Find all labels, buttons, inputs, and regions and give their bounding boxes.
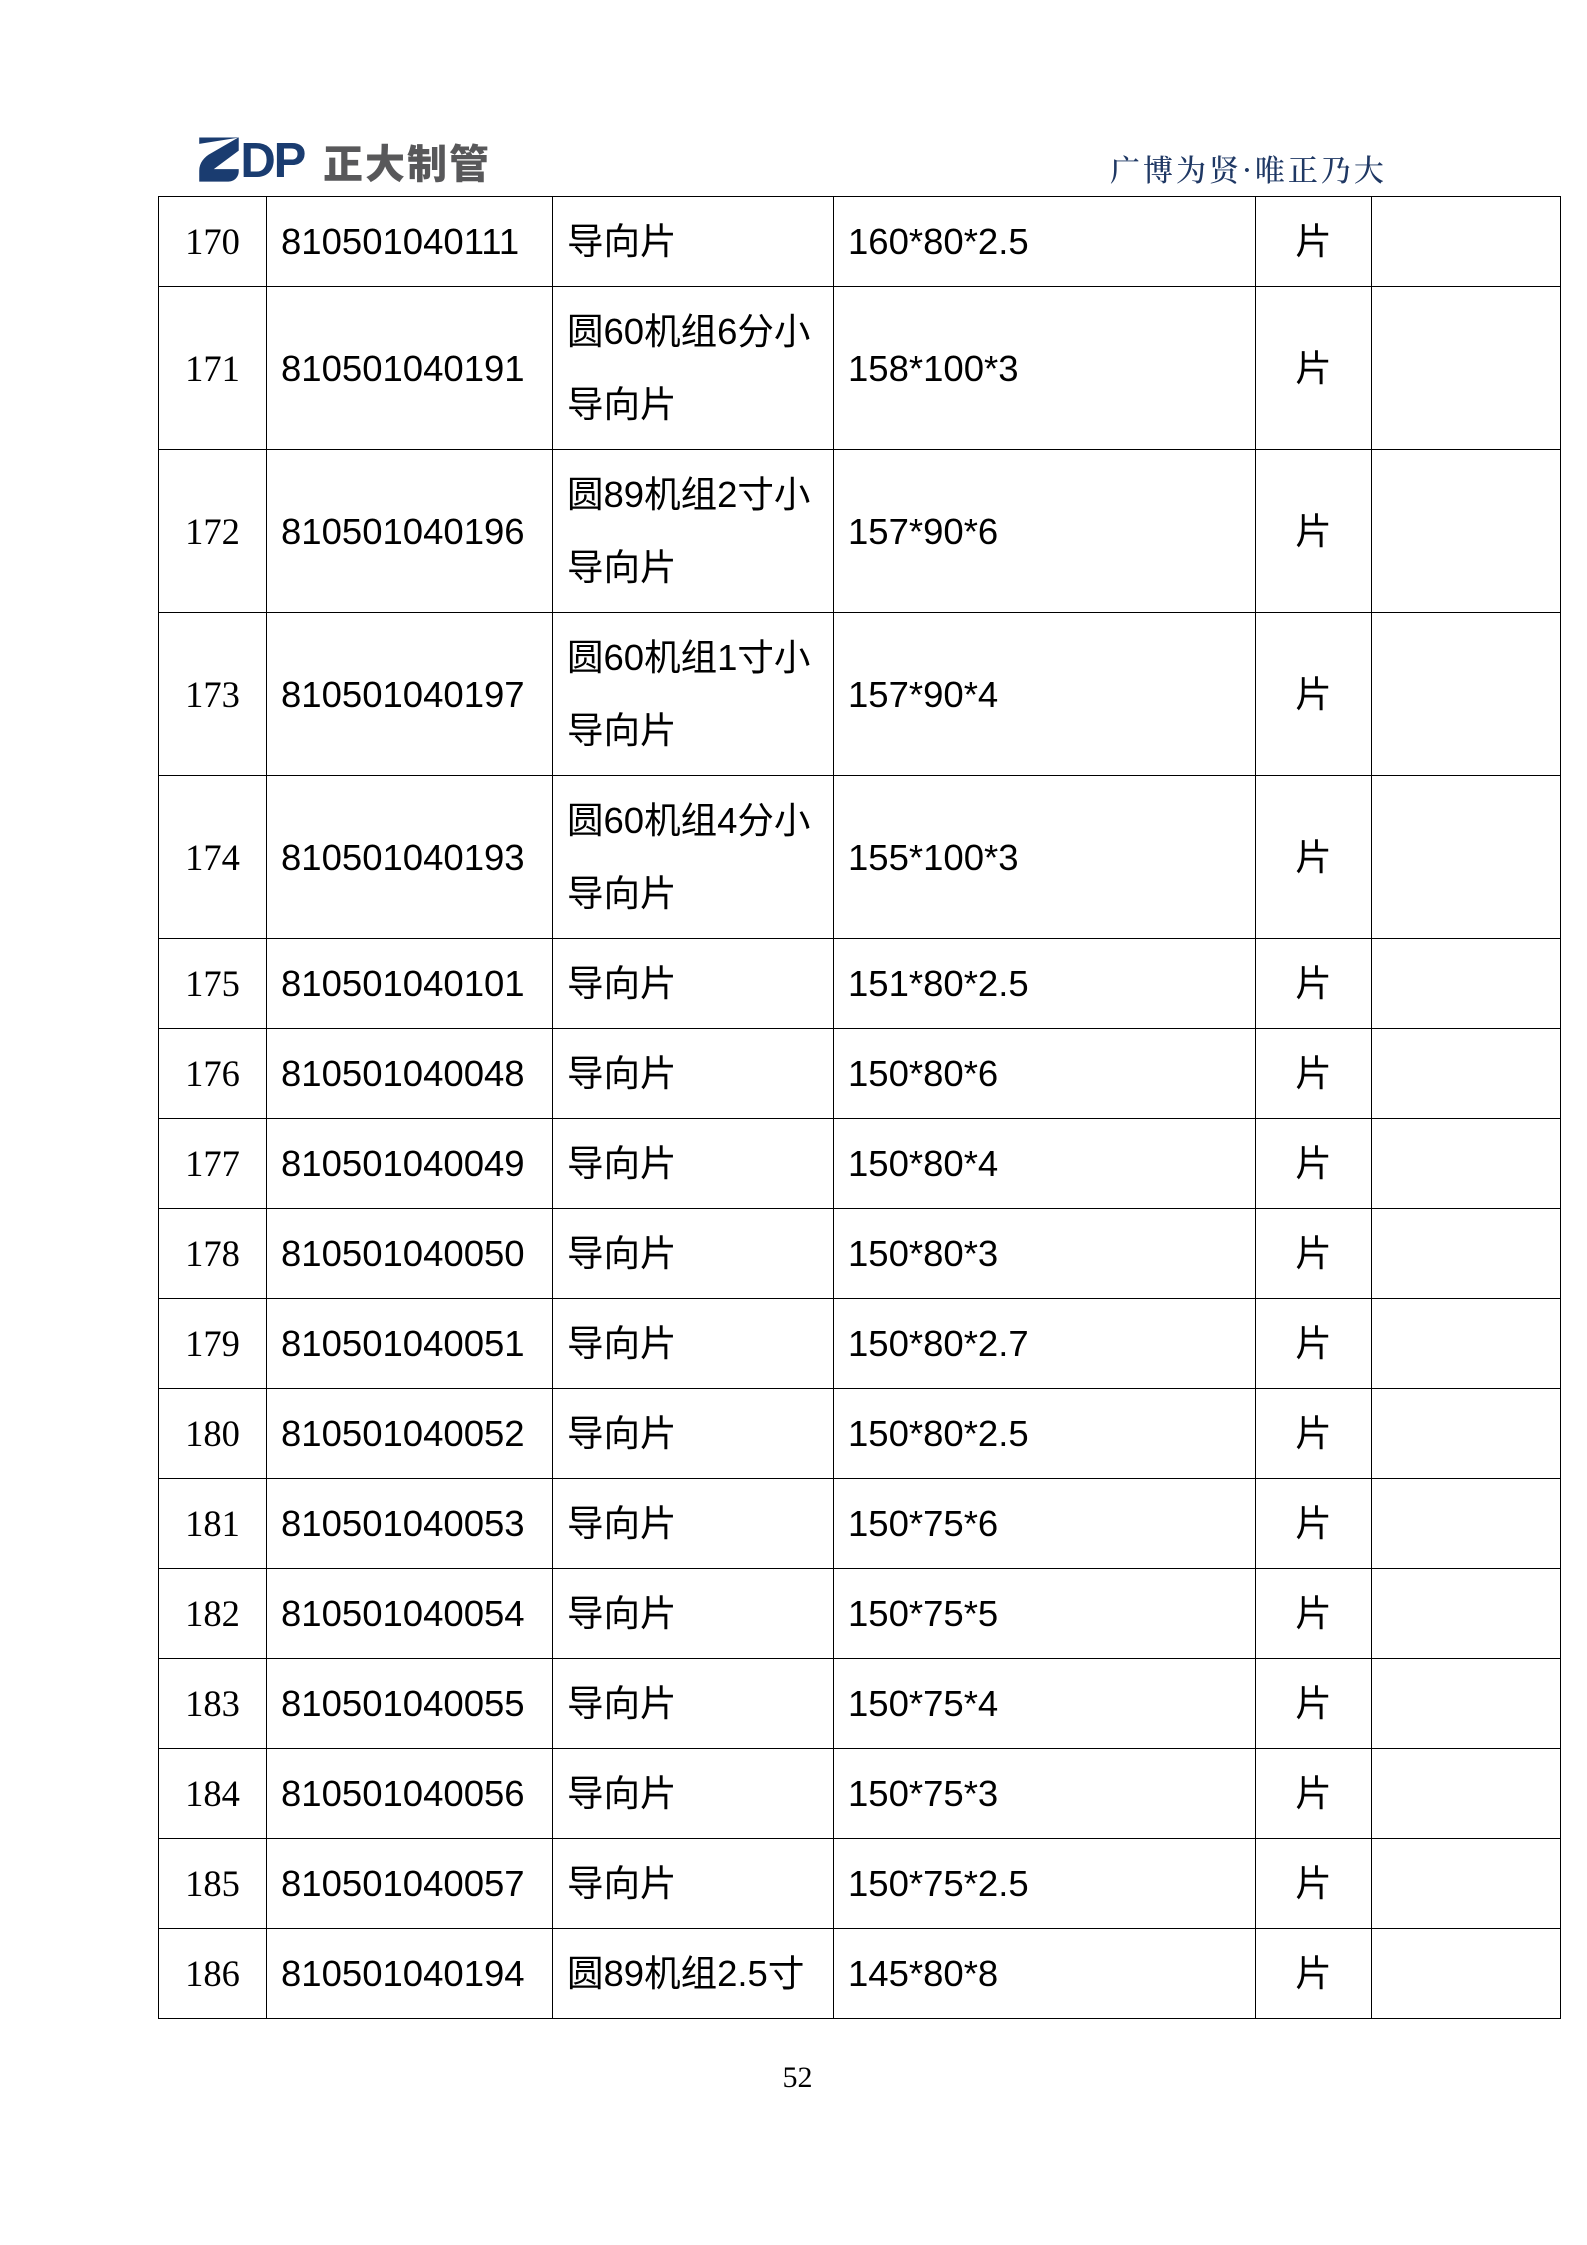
svg-text:DP: DP — [240, 134, 305, 188]
